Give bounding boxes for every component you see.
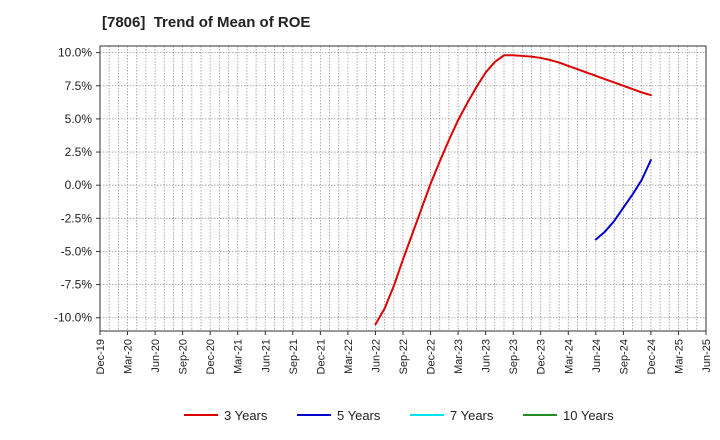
y-tick-label: 5.0%	[65, 112, 93, 126]
y-tick-label: -10.0%	[54, 311, 92, 325]
chart-title: [7806] Trend of Mean of ROE	[102, 14, 311, 31]
y-tick-label: 7.5%	[65, 79, 93, 93]
x-tick-label: Dec-19	[95, 339, 107, 374]
y-tick-label: 0.0%	[65, 178, 93, 192]
legend-label-5-years: 5 Years	[337, 408, 381, 423]
legend-label-7-years: 7 Years	[450, 408, 494, 423]
x-tick-label: Mar-24	[563, 339, 575, 374]
y-tick-label: 2.5%	[65, 145, 93, 159]
x-tick-label: Dec-23	[536, 339, 548, 374]
x-tick-label: Jun-20	[150, 339, 162, 373]
x-tick-label: Mar-25	[673, 339, 685, 374]
x-tick-label: Jun-21	[260, 339, 272, 373]
x-tick-label: Dec-21	[315, 339, 327, 374]
x-tick-label: Mar-21	[233, 339, 245, 374]
y-tick-label: -7.5%	[61, 278, 93, 292]
series-line-3-years	[374, 54, 652, 326]
x-tick-label: Sep-23	[508, 339, 520, 374]
legend-label-3-years: 3 Years	[224, 408, 268, 423]
x-tick-label: Jun-23	[481, 339, 493, 373]
x-tick-label: Dec-22	[426, 339, 438, 374]
series-line-5-years	[594, 159, 652, 241]
plot-frame	[99, 45, 707, 332]
x-tick-label: Sep-24	[618, 339, 630, 374]
x-tick-label: Sep-20	[178, 339, 190, 374]
x-tick-label: Jun-24	[591, 339, 603, 373]
x-tick-label: Sep-22	[398, 339, 410, 374]
x-tick-label: Mar-22	[343, 339, 355, 374]
legend-label-10-years: 10 Years	[563, 408, 614, 423]
x-tick-label: Mar-23	[453, 339, 465, 374]
x-tick-label: Dec-24	[646, 339, 658, 374]
y-tick-label: -2.5%	[61, 211, 93, 225]
x-tick-label: Dec-20	[205, 339, 217, 374]
x-tick-label: Mar-20	[123, 339, 135, 374]
x-tick-label: Sep-21	[288, 339, 300, 374]
y-tick-label: -5.0%	[61, 244, 93, 258]
x-tick-label: Jun-25	[701, 339, 713, 373]
y-tick-label: 10.0%	[58, 46, 92, 60]
x-tick-label: Jun-22	[370, 339, 382, 373]
